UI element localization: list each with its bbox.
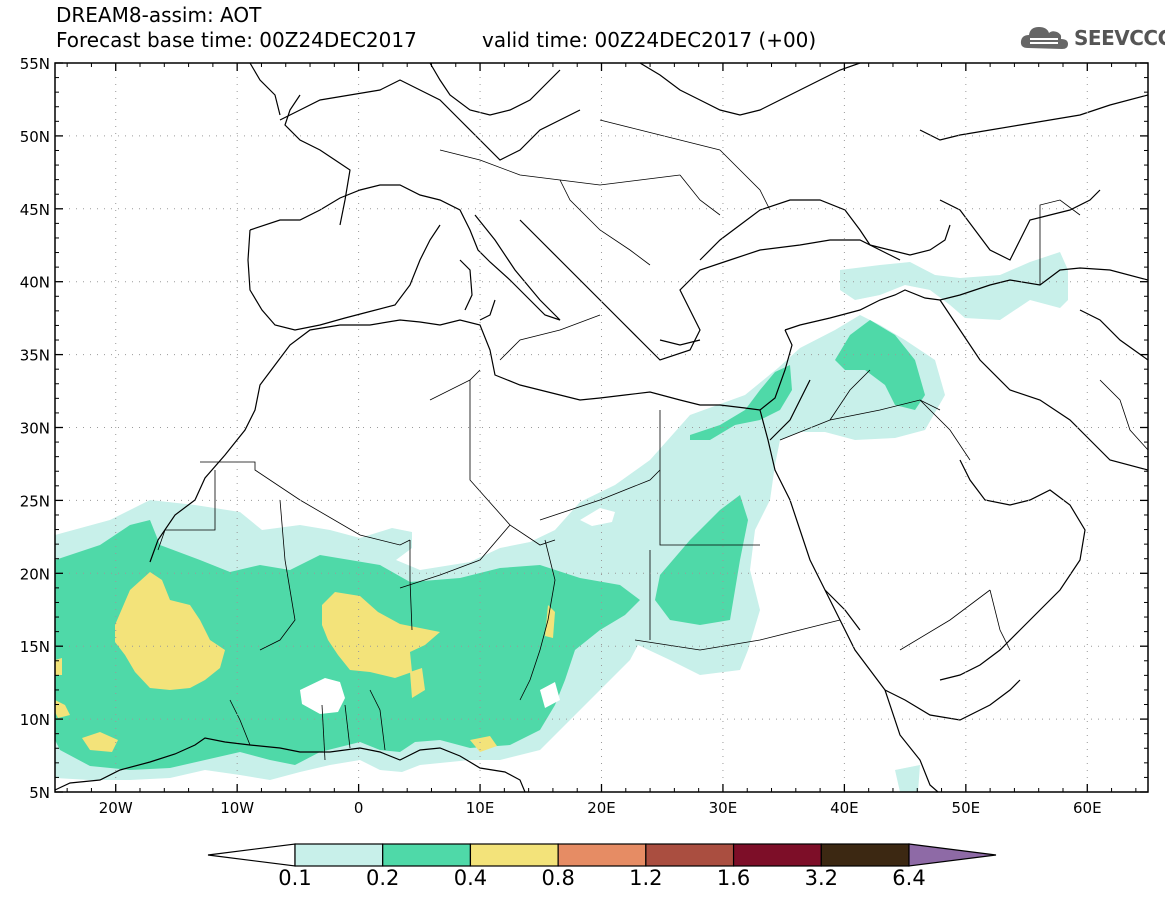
colorbar-box xyxy=(732,843,822,867)
coastlines xyxy=(55,63,1148,792)
colorbar-box xyxy=(645,843,735,867)
colorbar-label: 3.2 xyxy=(804,866,838,890)
colorbar-label: 0.1 xyxy=(278,866,312,890)
colorbar-label: 0.8 xyxy=(541,866,575,890)
title-base-time: Forecast base time: 00Z24DEC2017 xyxy=(56,28,417,52)
lat-label: 30N xyxy=(20,420,50,438)
lat-label: 15N xyxy=(20,638,50,656)
title-line-1: DREAM8-assim: AOT xyxy=(56,3,262,27)
lon-label: 50E xyxy=(952,799,981,817)
lat-label: 5N xyxy=(29,784,50,802)
lat-label: 45N xyxy=(20,201,50,219)
lat-label: 20N xyxy=(20,565,50,583)
lon-label: 30E xyxy=(709,799,738,817)
colorbar-box xyxy=(557,843,647,867)
lat-label: 10N xyxy=(20,711,50,729)
colorbar-under-triangle xyxy=(207,843,296,867)
lat-label: 55N xyxy=(20,55,50,73)
colorbar-box xyxy=(469,843,559,867)
latitude-labels: 55N 50N 45N 40N 35N 30N 25N 20N 15N 10N 5N xyxy=(20,55,50,802)
colorbar-boxes xyxy=(207,843,997,867)
lon-label: 20E xyxy=(587,799,616,817)
lat-label: 25N xyxy=(20,492,50,510)
colorbar-label: 6.4 xyxy=(892,866,926,890)
lon-label: 10E xyxy=(466,799,495,817)
logo-text: SEEVCCC xyxy=(1074,26,1165,50)
aot-level-0-4 xyxy=(55,572,555,752)
colorbar-label: 1.6 xyxy=(716,866,751,890)
title-valid-time: valid time: 00Z24DEC2017 (+00) xyxy=(482,28,817,52)
aot-shading xyxy=(55,252,1068,792)
cloud-icon xyxy=(1020,27,1068,49)
lon-label: 10W xyxy=(220,799,254,817)
lon-label: 0 xyxy=(354,799,364,817)
lon-label: 20W xyxy=(99,799,133,817)
lon-label: 60E xyxy=(1073,799,1102,817)
seevccc-logo: SEEVCCC xyxy=(1018,22,1165,54)
axis-ticks xyxy=(55,62,1148,793)
lat-label: 50N xyxy=(20,128,50,146)
lon-label: 40E xyxy=(830,799,859,817)
colorbar-box xyxy=(382,843,472,867)
lat-label: 40N xyxy=(20,274,50,292)
lat-label: 35N xyxy=(20,347,50,365)
longitude-labels: 20W 10W 0 10E 20E 30E 40E 50E 60E xyxy=(99,799,1102,817)
colorbar-box xyxy=(820,843,910,867)
colorbar-label: 0.2 xyxy=(366,866,400,890)
colorbar-over-triangle xyxy=(908,843,997,867)
colorbar-label: 0.4 xyxy=(453,866,488,890)
aot-clear-patches xyxy=(300,508,615,714)
colorbar-box xyxy=(294,843,384,867)
country-borders xyxy=(157,119,1148,761)
colorbar-label: 1.2 xyxy=(629,866,663,890)
